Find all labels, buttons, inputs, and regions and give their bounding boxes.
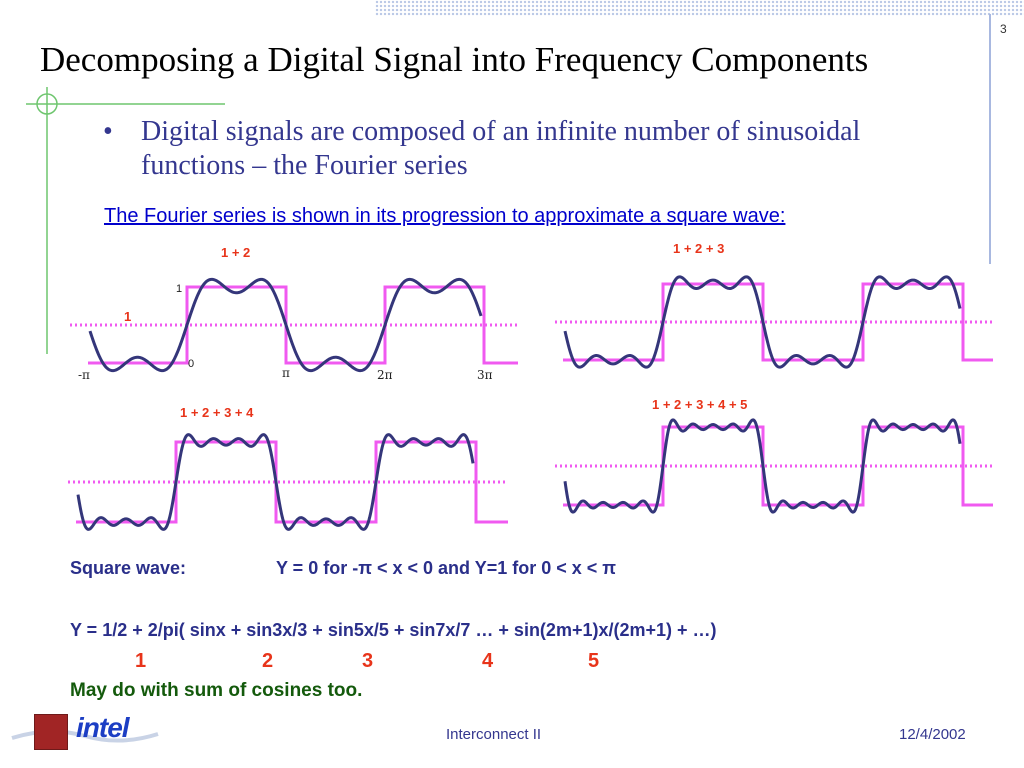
square-wave-definition: Y = 0 for -π < x < 0 and Y=1 for 0 < x <… <box>276 558 617 578</box>
plot1-x-tick-neg-pi: -π <box>78 368 90 382</box>
university-seal-icon <box>34 714 68 750</box>
plot-label-1: 1 + 2 <box>221 245 251 260</box>
plot1-x-tick-pi: π <box>282 366 290 380</box>
fourier-plot-1 <box>70 277 518 373</box>
plot1-one-label: 1 <box>124 309 132 324</box>
intel-logo: intel <box>76 712 130 743</box>
footer-course-name: Interconnect II <box>446 726 542 743</box>
square-wave-line <box>563 282 993 362</box>
subtitle-link[interactable]: The Fourier series is shown in its progr… <box>104 205 786 227</box>
fourier-series-formula: Y = 1/2 + 2/pi( sinx + sin3x/3 + sin5x/5… <box>70 620 717 640</box>
plot-label-2: 1 + 2 + 3 <box>673 241 725 256</box>
fourier-sum-line <box>88 277 483 373</box>
plot1-x-tick-2pi: 2π <box>377 368 393 382</box>
plot1-y-zero-label: 0 <box>188 358 195 370</box>
square-wave-line <box>88 285 518 365</box>
square-wave-line <box>563 425 993 507</box>
square-wave-label: Square wave: <box>70 558 187 578</box>
term-number-2: 2 <box>262 650 274 672</box>
bullet-symbol: • <box>103 116 113 147</box>
bullet-text: Digital signals are composed of an infin… <box>141 116 861 181</box>
slide-number: 3 <box>1000 22 1007 36</box>
fourier-sum-line <box>563 275 962 369</box>
plot1-y-top-label: 1 <box>176 283 183 295</box>
plot1-x-tick-3pi: 3π <box>477 368 493 382</box>
term-number-1: 1 <box>135 650 147 672</box>
term-number-4: 4 <box>482 650 494 672</box>
note-text: May do with sum of cosines too. <box>70 680 363 701</box>
slide-title: Decomposing a Digital Signal into Freque… <box>40 40 869 79</box>
fourier-sum-line <box>76 433 475 531</box>
decorative-vertical-rule <box>989 14 991 264</box>
decorative-dot-band <box>375 0 1024 16</box>
fourier-plot-4 <box>555 418 993 514</box>
plot-label-4: 1 + 2 + 3 + 4 + 5 <box>652 397 748 412</box>
fourier-plot-3 <box>68 433 508 531</box>
term-number-3: 3 <box>362 650 374 672</box>
fourier-sum-line <box>563 418 962 514</box>
decorative-crosshair <box>26 87 225 354</box>
fourier-plot-2 <box>555 275 993 369</box>
footer-date: 12/4/2002 <box>899 726 966 743</box>
term-number-5: 5 <box>588 650 600 672</box>
plot-label-3: 1 + 2 + 3 + 4 <box>180 405 254 420</box>
